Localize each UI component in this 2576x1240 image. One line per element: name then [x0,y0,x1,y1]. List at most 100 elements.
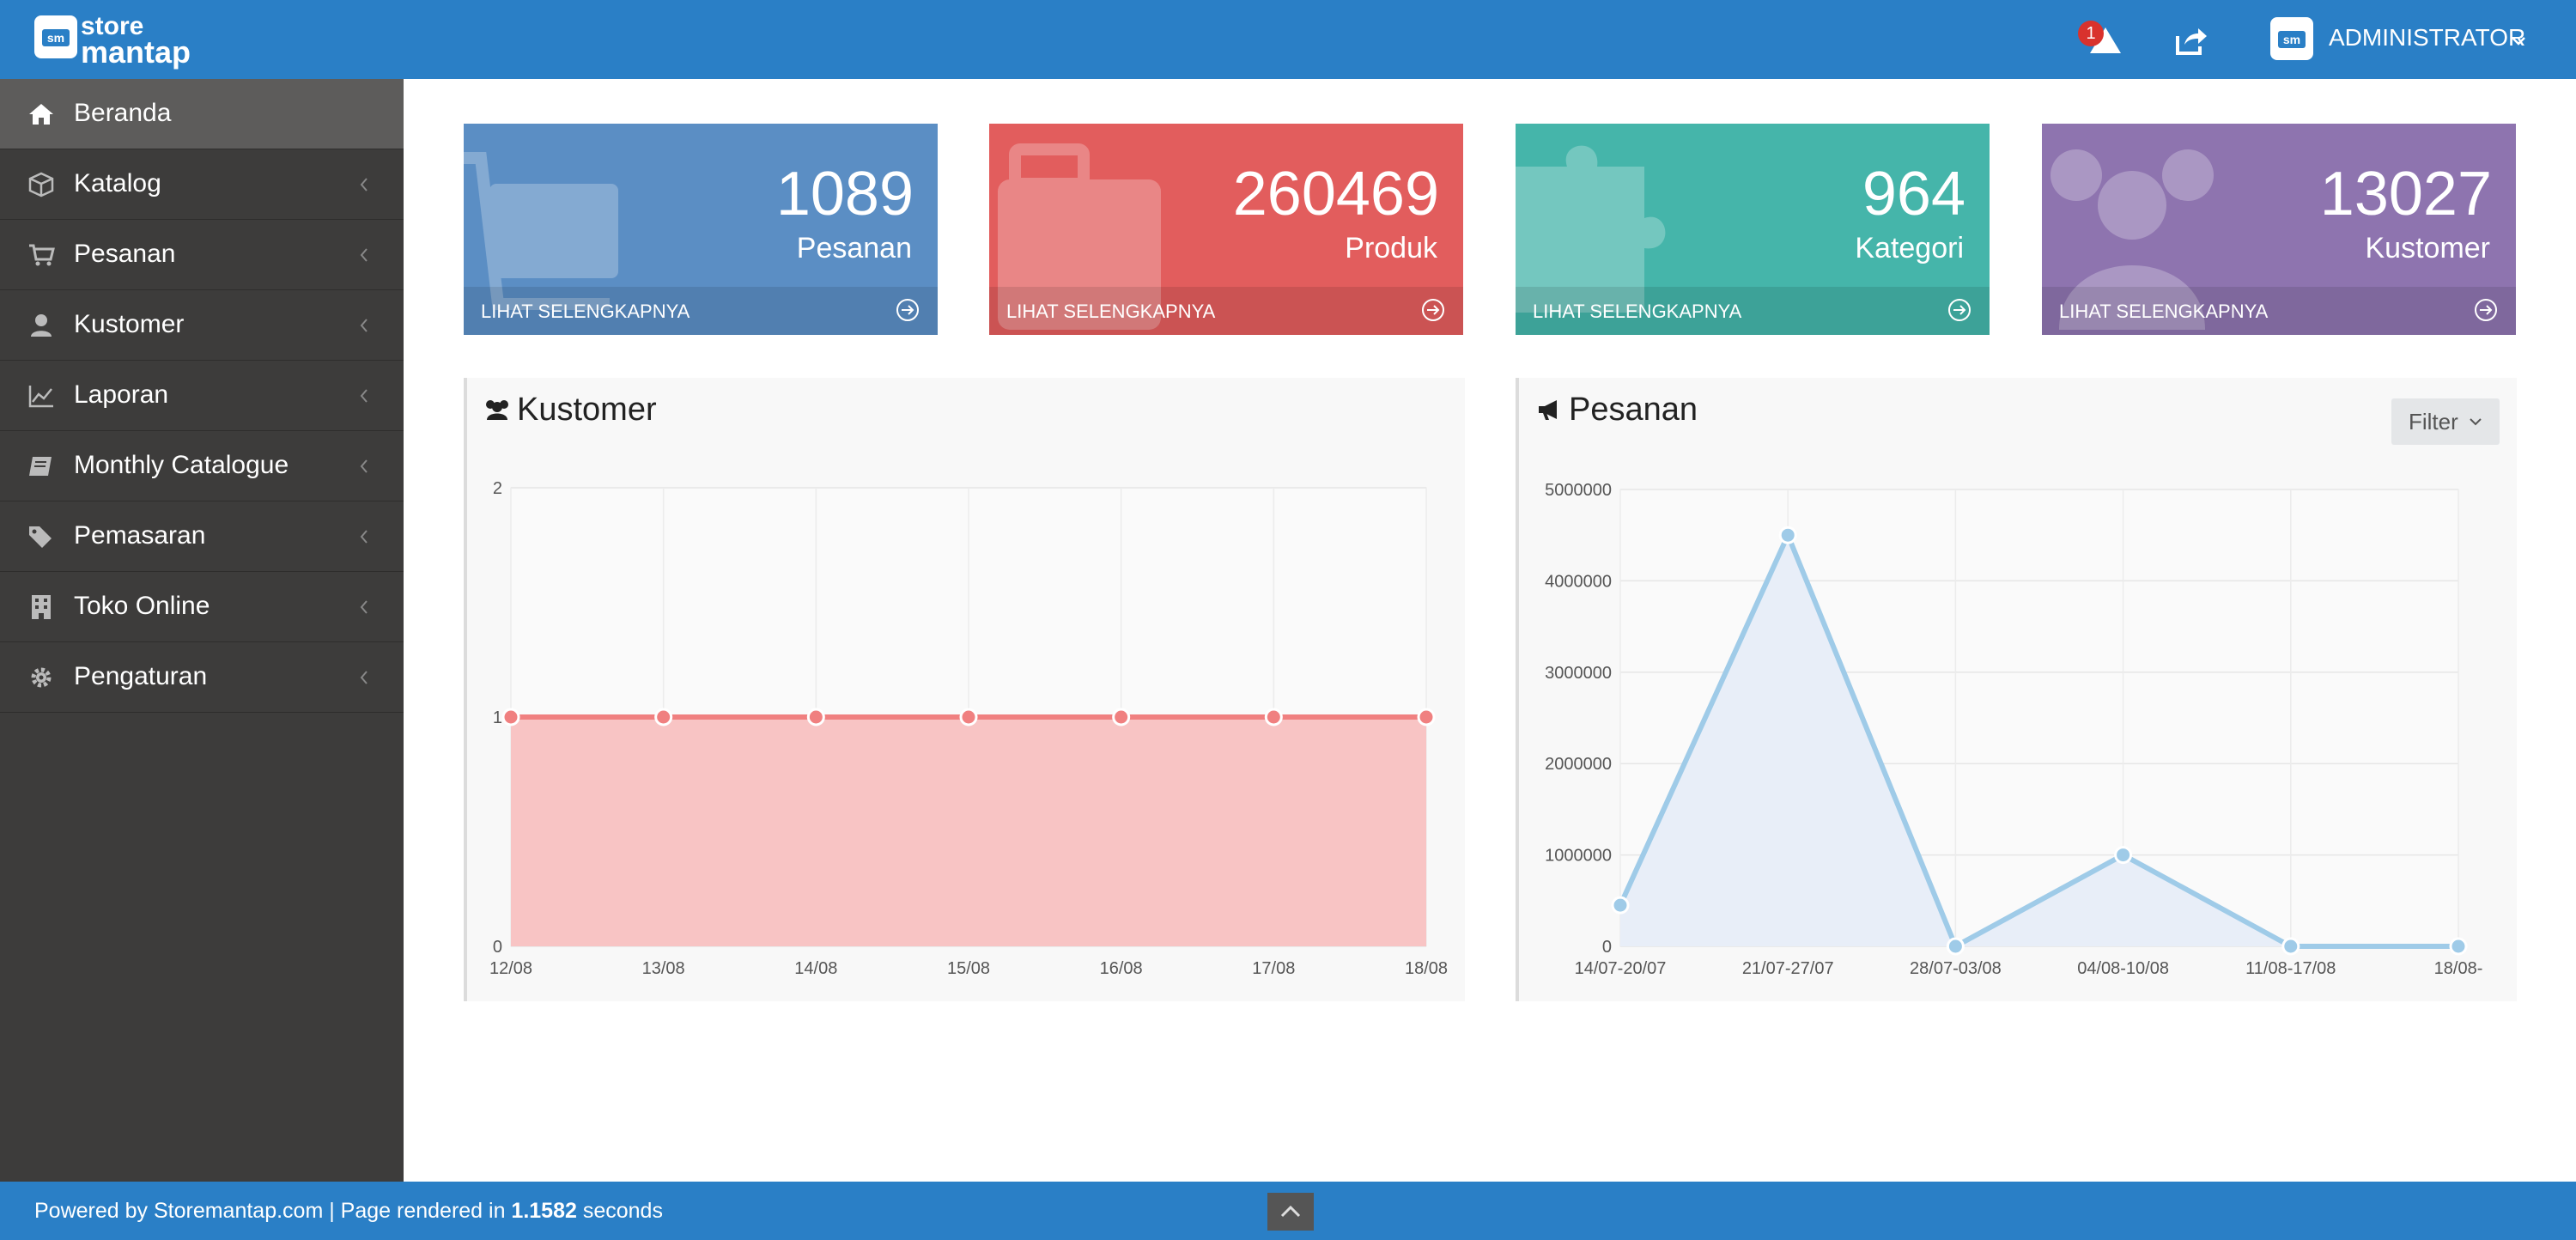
sidebar-item-toko-online[interactable]: Toko Online [0,572,404,642]
chevron-left-icon [360,530,368,544]
chevron-left-icon [360,459,368,473]
x-tick-label: 04/08-10/08 [2077,959,2169,978]
y-tick-label: 2 [493,479,502,498]
x-tick-label: 14/07-20/07 [1575,959,1667,978]
panel-title-text: Kustomer [517,392,657,428]
y-tick-label: 1000000 [1545,847,1612,866]
filter-button[interactable]: Filter [2391,398,2500,445]
share-icon [2176,28,2207,55]
sidebar-item-label: Pemasaran [74,521,206,550]
sidebar-item-pesanan[interactable]: Pesanan [0,220,404,290]
sidebar-item-katalog[interactable]: Katalog [0,149,404,220]
notification-count-badge: 1 [2078,21,2104,46]
chevron-left-icon [360,178,368,191]
sidebar-item-label: Pengaturan [74,662,208,690]
scroll-to-top-button[interactable] [1267,1193,1314,1231]
sidebar-item-label: Pesanan [74,240,176,268]
y-tick-label: 2000000 [1545,755,1612,774]
x-tick-label: 16/08 [1100,959,1143,978]
tile-label: Kustomer [2365,232,2491,264]
tile-value: 13027 [2319,160,2492,228]
notification-button[interactable]: 1 [2078,21,2121,58]
tile-more-link[interactable]: LIHAT SELENGKAPNYA [464,287,938,335]
y-tick-label: 0 [1602,938,1612,957]
bullhorn-icon [1539,400,1557,420]
home-icon [29,104,53,125]
tile-more-link[interactable]: LIHAT SELENGKAPNYA [989,287,1463,335]
sidebar-item-label: Monthly Catalogue [74,451,289,479]
building-icon [32,595,51,619]
stat-tile-pesanan: 1089 Pesanan LIHAT SELENGKAPNYA [464,124,938,335]
tile-more-label: LIHAT SELENGKAPNYA [1533,301,1742,322]
arrow-circle-right-icon [1422,299,1444,321]
logo-badge-text: sm [42,29,70,46]
avatar: sm [2270,17,2313,60]
share-button[interactable] [2172,24,2210,58]
chevron-left-icon [360,389,368,403]
y-tick-label: 4000000 [1545,572,1612,591]
footer-text: Powered by Storemantap.com | Page render… [34,1199,663,1224]
user-icon [31,314,52,337]
top-header: sm store mantap 1 sm ADMINISTRATOR [0,0,2576,79]
cart-icon [29,244,55,266]
tile-value: 1089 [775,160,914,228]
data-point [501,708,520,726]
book-icon [29,457,52,476]
chevron-left-icon [360,248,368,262]
x-tick-label: 13/08 [642,959,685,978]
tile-more-link[interactable]: LIHAT SELENGKAPNYA [1516,287,1990,335]
sidebar-item-label: Katalog [74,169,161,198]
chevron-left-icon [360,600,368,614]
user-name: ADMINISTRATOR [2329,24,2526,51]
tile-value: 964 [1862,160,1965,228]
sidebar-item-pengaturan[interactable]: Pengaturan [0,642,404,713]
x-tick-label: 12/08 [489,959,532,978]
avatar-text: sm [2278,31,2306,48]
footer-prefix: Powered by Storemantap.com | Page render… [34,1199,512,1223]
series-area [511,717,1426,946]
stat-tile-produk: 260469 Produk LIHAT SELENGKAPNYA [989,124,1463,335]
x-tick-label: 11/08-17/08 [2245,959,2336,978]
data-point [1264,708,1283,726]
footer-suffix: seconds [576,1199,663,1223]
sidebar-item-kustomer[interactable]: Kustomer [0,290,404,361]
series-line [1618,532,2458,949]
x-tick-label: 28/07-03/08 [1910,959,2002,978]
chevron-up-icon [1280,1205,1301,1218]
arrow-circle-right-icon [2475,299,2497,321]
sidebar-item-laporan[interactable]: Laporan [0,361,404,431]
y-tick-label: 3000000 [1545,664,1612,683]
x-tick-label: 14/08 [794,959,837,978]
tile-value: 260469 [1232,160,1439,228]
briefcase-icon [998,143,1161,330]
sidebar-item-label: Laporan [74,380,169,409]
tile-more-link[interactable]: LIHAT SELENGKAPNYA [2042,287,2516,335]
data-point [1417,708,1436,726]
y-tick-label: 5000000 [1545,481,1612,500]
user-menu[interactable]: sm ADMINISTRATOR [2267,14,2542,65]
render-time: 1.1582 [511,1199,577,1223]
logo-word-store: store [81,12,144,40]
chevron-left-icon [360,319,368,332]
gear-icon [31,667,52,688]
panel-title-text: Pesanan [1569,392,1698,428]
sidebar-item-monthly-catalogue[interactable]: Monthly Catalogue [0,431,404,501]
y-tick-label: 0 [493,938,502,957]
logo-word-mantap: mantap [81,34,191,70]
sidebar-item-label: Toko Online [74,592,210,620]
sidebar-item-pemasaran[interactable]: Pemasaran [0,501,404,572]
sidebar-item-label: Beranda [74,99,172,127]
logo-badge: sm [34,15,77,58]
tile-more-label: LIHAT SELENGKAPNYA [1006,301,1216,322]
kustomer-chart: 0 1 2 12/08 13/08 14/08 15/08 16/08 17/08 18/08 [489,479,1448,978]
data-point [2114,846,2133,865]
store-logo[interactable]: sm store mantap [34,12,191,70]
chevron-left-icon [360,671,368,684]
data-point [959,708,978,726]
chevron-down-icon [2512,37,2525,46]
panel-title: Pesanan [1536,392,1698,429]
sidebar-item-label: Kustomer [74,310,185,338]
sidebar-item-beranda[interactable]: Beranda [0,79,404,149]
tile-label: Kategori [1855,232,1964,264]
arrow-circle-right-icon [1948,299,1971,321]
